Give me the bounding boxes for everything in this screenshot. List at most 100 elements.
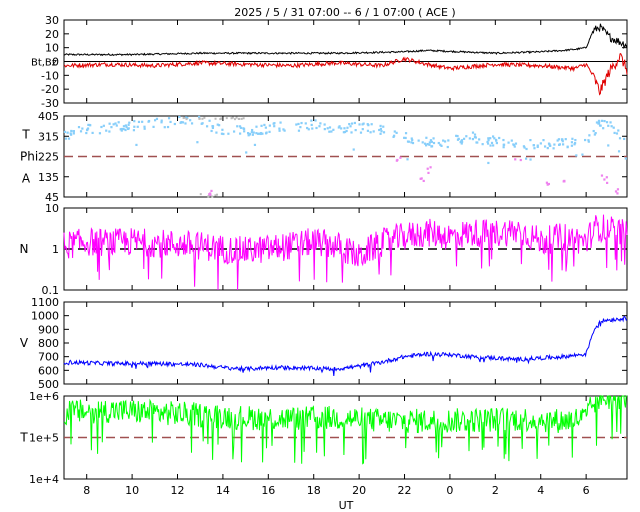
series-t-phi-angle-point [437, 141, 440, 145]
series-t-phi-angle-point [379, 132, 382, 135]
series-t-phi-angle-point [607, 144, 610, 147]
series-t-phi-angle-point [564, 138, 567, 141]
series-t-phi-angle-point [258, 132, 261, 135]
series-t-phi-angle-point [348, 122, 351, 126]
series-t-phi-angle-point [605, 121, 609, 124]
series-t-phi-angle-point [278, 129, 281, 132]
series-t-phi-angle-point [314, 119, 317, 122]
series-t-phi-angle-point [126, 127, 130, 131]
series-a-phi-angle-point [616, 192, 619, 195]
series-t-phi-angle-point [598, 120, 601, 123]
series-a-phi-angle-point [605, 176, 608, 179]
series-a-phi-angle-point [514, 158, 517, 161]
series-t-phi-angle-point [120, 129, 123, 132]
series-t-phi-angle-point [495, 141, 498, 145]
series-a-phi-angle-point [547, 182, 551, 186]
series-n-density-line [63, 214, 628, 291]
series-t-phi-angle-point [238, 125, 242, 128]
panel-density: 10 1 0.1 N [20, 202, 628, 297]
y-tick-label: 0 [52, 56, 59, 69]
series-t-phi-angle-point [395, 131, 398, 134]
series-t-phi-angle-point [446, 145, 449, 149]
series-t-phi-angle-point [85, 131, 88, 135]
series-t-phi-angle-point [366, 123, 369, 126]
y-axis-label: Phi [20, 150, 38, 164]
series-t-phi-angle-point [460, 140, 463, 143]
series-t-phi-angle-point [406, 140, 410, 143]
series-t-phi-angle-point [460, 139, 464, 142]
series-a-phi-angle-point [399, 156, 402, 159]
series-t-phi-angle-point [66, 131, 69, 134]
series-t-phi-angle-point [315, 126, 318, 130]
series-t-phi-angle-point [382, 125, 385, 128]
phi-grey-point [240, 117, 243, 120]
x-axis-label: UT [339, 499, 354, 512]
series-t-phi-angle-point [522, 145, 526, 148]
series-t-phi-angle-point [232, 130, 236, 133]
series-a-phi-angle-point [563, 180, 566, 183]
series-t-phi-angle-point [307, 128, 310, 131]
series-t-phi-angle-point [337, 126, 340, 129]
series-t-phi-angle-point [552, 147, 555, 150]
series-t-phi-angle-point [573, 143, 576, 146]
series-t-phi-angle-point [88, 123, 91, 127]
series-a-phi-angle-point [427, 171, 430, 175]
series-t-phi-angle-point [64, 137, 68, 140]
series-t-phi-angle-point [406, 158, 409, 161]
series-t-phi-angle-point [425, 136, 428, 139]
series-t-phi-angle-point [529, 158, 532, 161]
series-t-phi-angle-point [215, 131, 218, 134]
series-t-phi-angle-point [558, 143, 562, 146]
series-t-phi-angle-point [352, 148, 355, 151]
series-t-phi-angle-point [455, 134, 458, 137]
series-t-phi-angle-point [573, 142, 577, 145]
series-t-phi-angle-point [273, 125, 276, 128]
series-t-phi-angle-point [536, 144, 539, 147]
series-t-phi-angle-point [251, 133, 254, 136]
series-t-phi-angle-point [268, 124, 271, 127]
series-t-phi-angle-point [332, 128, 335, 131]
series-t-phi-angle-point [221, 128, 224, 131]
series-t-phi-angle-point [617, 129, 620, 132]
series-a-phi-angle-point [429, 166, 432, 169]
series-t-phi-angle-point [624, 157, 627, 160]
y-tick-label: 900 [38, 323, 59, 336]
series-t-phi-angle-point [574, 138, 577, 142]
y-tick-label: 500 [38, 378, 59, 391]
y-axis-label: V [20, 336, 29, 350]
series-t-phi-angle-point [255, 125, 258, 128]
y-tick-label: 700 [38, 351, 59, 364]
series-t-phi-angle-point [603, 119, 606, 123]
series-t-phi-angle-point [440, 144, 443, 147]
x-tick-label: 8 [83, 484, 90, 497]
series-t-phi-angle-point [318, 125, 321, 128]
series-t-phi-angle-point [300, 121, 303, 125]
series-t-phi-angle-point [588, 134, 591, 137]
series-t-phi-angle-point [63, 130, 67, 134]
series-t-phi-angle-point [70, 129, 73, 133]
y-tick-label: 225 [38, 151, 59, 164]
phi-grey-point [201, 117, 204, 120]
series-t-phi-angle-point [181, 121, 185, 124]
series-t-phi-angle-point [79, 130, 83, 133]
series-t-phi-angle-point [487, 139, 490, 142]
panels: 3020100-10-20-30Bt,Bz40531522513545TPhiA… [19, 14, 628, 486]
series-v-speed-line [63, 316, 628, 376]
panel-temperature: 1e+6 1e+5 1e+4 T [19, 390, 628, 486]
phi-grey-point [220, 117, 223, 120]
x-tick-label: 6 [583, 484, 590, 497]
series-t-phi-angle-point [536, 145, 539, 149]
series-t-phi-angle-point [491, 135, 495, 138]
series-t-phi-angle-point [490, 141, 494, 145]
series-a-phi-angle-point [616, 188, 620, 191]
series-t-phi-angle-point [69, 132, 72, 135]
series-t-phi-angle-point [410, 141, 413, 144]
series-t-phi-angle-point [85, 128, 89, 131]
series-t-phi-angle-point [98, 132, 102, 135]
series-t-phi-angle-point [105, 129, 108, 132]
series-t-phi-angle-point [340, 127, 343, 130]
series-t-phi-angle-point [502, 146, 505, 149]
series-t-phi-angle-point [561, 143, 565, 146]
series-t-phi-angle-point [122, 125, 126, 128]
